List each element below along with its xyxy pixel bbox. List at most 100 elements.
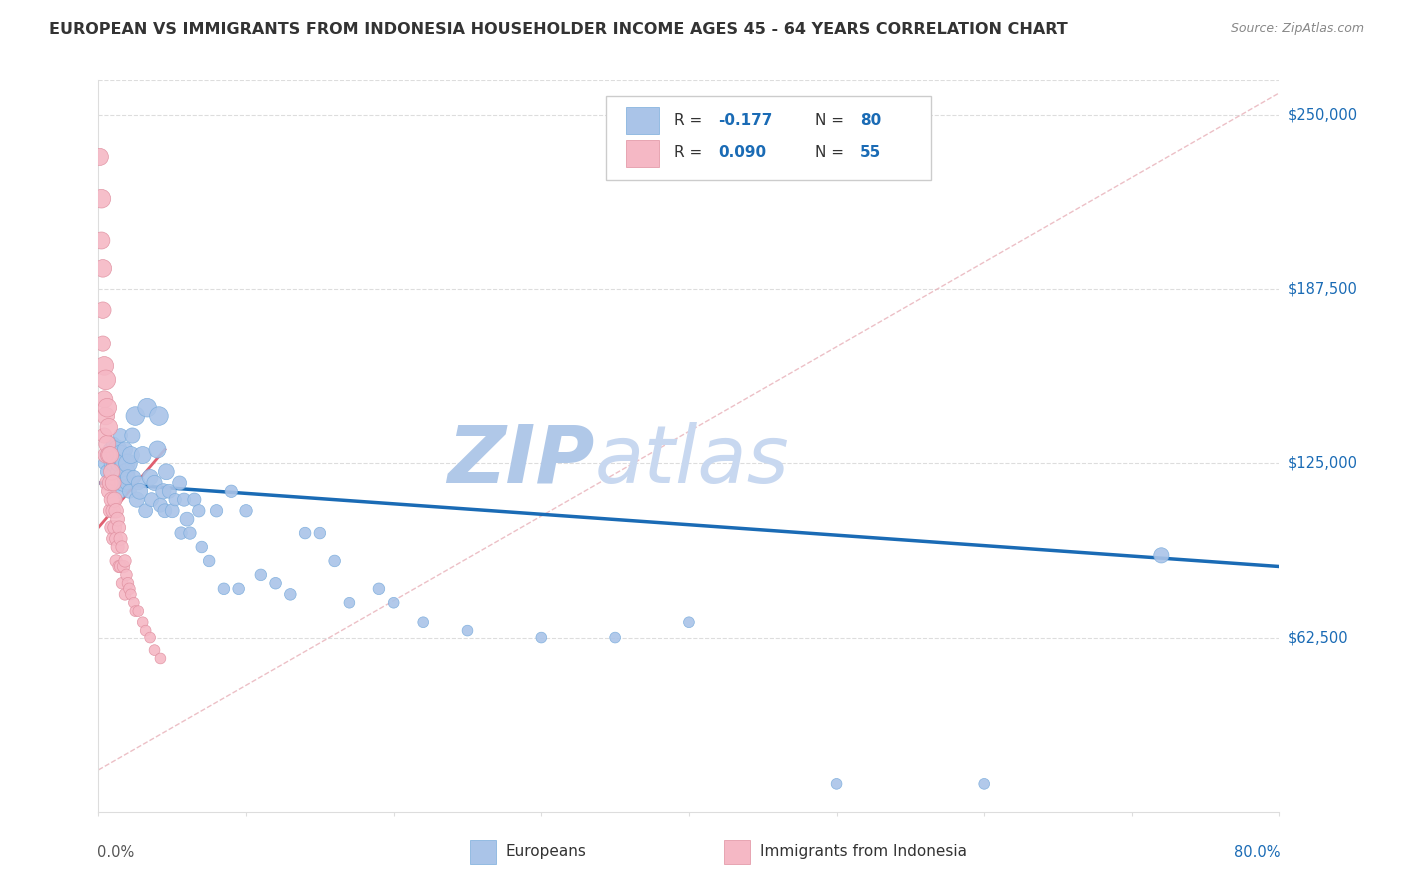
Point: [104, 520, 127, 534]
Bar: [626, 107, 659, 135]
Point: [124, 604, 146, 618]
Point: [108, 559, 131, 574]
Point: [105, 504, 128, 518]
Point: [110, 428, 132, 442]
Point: [309, 526, 332, 541]
Text: 55: 55: [860, 145, 882, 161]
Point: [165, 492, 187, 507]
Point: [91, 261, 114, 276]
Point: [104, 448, 127, 462]
Point: [264, 576, 287, 591]
Point: [103, 504, 125, 518]
Point: [122, 596, 145, 610]
Point: [205, 504, 228, 518]
Point: [105, 475, 128, 490]
Point: [103, 475, 125, 490]
Point: [115, 475, 138, 490]
Point: [825, 777, 848, 791]
Point: [114, 587, 136, 601]
Point: [122, 470, 145, 484]
Text: atlas: atlas: [595, 422, 789, 500]
Point: [128, 484, 150, 499]
Point: [96, 401, 118, 415]
Text: EUROPEAN VS IMMIGRANTS FROM INDONESIA HOUSEHOLDER INCOME AGES 45 - 64 YEARS CORR: EUROPEAN VS IMMIGRANTS FROM INDONESIA HO…: [49, 22, 1069, 37]
Point: [91, 303, 114, 318]
Point: [121, 428, 143, 442]
Point: [117, 576, 139, 591]
Point: [93, 428, 115, 442]
Point: [457, 624, 479, 638]
Point: [103, 470, 125, 484]
Point: [118, 484, 141, 499]
Text: 80: 80: [860, 113, 882, 128]
Point: [294, 526, 316, 541]
Point: [1150, 549, 1173, 563]
Point: [323, 554, 346, 568]
Point: [127, 604, 149, 618]
Point: [94, 373, 117, 387]
Point: [98, 475, 121, 490]
Point: [108, 457, 131, 471]
Point: [115, 567, 138, 582]
Point: [111, 457, 134, 471]
Point: [98, 442, 121, 457]
Point: [96, 475, 118, 490]
Point: [115, 465, 138, 479]
Point: [114, 457, 136, 471]
Text: 0.090: 0.090: [718, 145, 766, 161]
Point: [111, 540, 134, 554]
Point: [212, 582, 235, 596]
Point: [149, 498, 172, 512]
Point: [108, 520, 131, 534]
Point: [117, 470, 139, 484]
Point: [89, 150, 111, 164]
Point: [155, 465, 177, 479]
Point: [100, 457, 122, 471]
Bar: [724, 840, 751, 863]
Bar: [471, 840, 496, 863]
Point: [339, 596, 361, 610]
Point: [96, 437, 118, 451]
Point: [412, 615, 434, 630]
Point: [105, 457, 128, 471]
Point: [93, 392, 115, 407]
Point: [97, 484, 120, 499]
Point: [141, 492, 163, 507]
Point: [118, 582, 141, 596]
Point: [179, 526, 201, 541]
Point: [148, 409, 170, 423]
Point: [107, 465, 129, 479]
Point: [605, 631, 627, 645]
Point: [125, 492, 148, 507]
Point: [973, 777, 995, 791]
Point: [107, 540, 129, 554]
Point: [90, 234, 112, 248]
Point: [678, 615, 700, 630]
Text: Immigrants from Indonesia: Immigrants from Indonesia: [759, 845, 967, 860]
Point: [120, 448, 142, 462]
Point: [114, 554, 136, 568]
Point: [530, 631, 553, 645]
Point: [112, 475, 135, 490]
Point: [170, 526, 193, 541]
Text: -0.177: -0.177: [718, 113, 773, 128]
Point: [100, 465, 122, 479]
Point: [250, 567, 273, 582]
Point: [132, 448, 155, 462]
Text: $187,500: $187,500: [1288, 282, 1358, 297]
Text: ZIP: ZIP: [447, 422, 595, 500]
Point: [97, 420, 120, 434]
Point: [97, 448, 120, 462]
Point: [139, 470, 162, 484]
Point: [176, 512, 198, 526]
Point: [136, 401, 159, 415]
Point: [235, 504, 257, 518]
Point: [149, 651, 172, 665]
Point: [103, 532, 125, 546]
Point: [135, 624, 157, 638]
Point: [93, 359, 115, 373]
Point: [187, 504, 209, 518]
Point: [157, 484, 180, 499]
Point: [198, 554, 221, 568]
Text: Source: ZipAtlas.com: Source: ZipAtlas.com: [1230, 22, 1364, 36]
